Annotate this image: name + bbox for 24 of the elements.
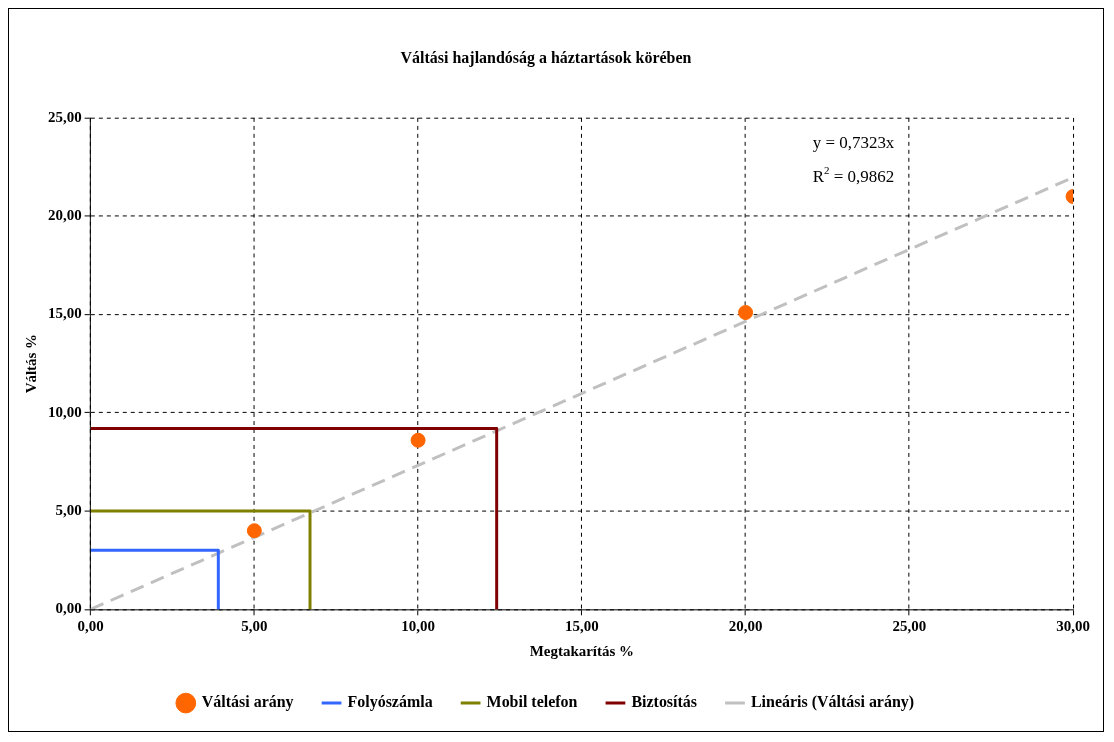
y-tick-label: 0,00 [55, 600, 82, 617]
y-tick-label: 5,00 [55, 501, 82, 518]
x-tick-label: 25,00 [892, 618, 927, 635]
y-tick-label: 20,00 [47, 207, 82, 224]
legend-label: Lineáris (Váltási arány) [750, 693, 915, 712]
chart-title: Váltási hajlandóság a háztartások körében [400, 48, 692, 67]
x-tick-label: 20,00 [728, 618, 763, 635]
x-tick-label: 0,00 [77, 618, 104, 635]
annotation: y = 0,7323x [812, 132, 895, 152]
y-tick-label: 10,00 [47, 403, 82, 420]
y-tick-label: 15,00 [47, 305, 82, 322]
legend-label: Biztosítás [631, 693, 698, 711]
y-axis-title: Váltás % [22, 333, 39, 394]
point [410, 432, 426, 448]
y-tick-label: 25,00 [47, 108, 82, 125]
x-tick-label: 30,00 [1056, 618, 1090, 635]
x-tick-label: 15,00 [564, 618, 599, 635]
x-axis-title: Megtakarítás % [529, 643, 634, 660]
legend-label: Folyószámla [347, 693, 433, 712]
legend-label: Váltási arány [201, 693, 294, 712]
x-tick-label: 10,00 [401, 618, 435, 635]
x-tick-label: 5,00 [241, 618, 268, 635]
point [246, 523, 262, 539]
legend-label: Mobil telefon [486, 693, 578, 711]
